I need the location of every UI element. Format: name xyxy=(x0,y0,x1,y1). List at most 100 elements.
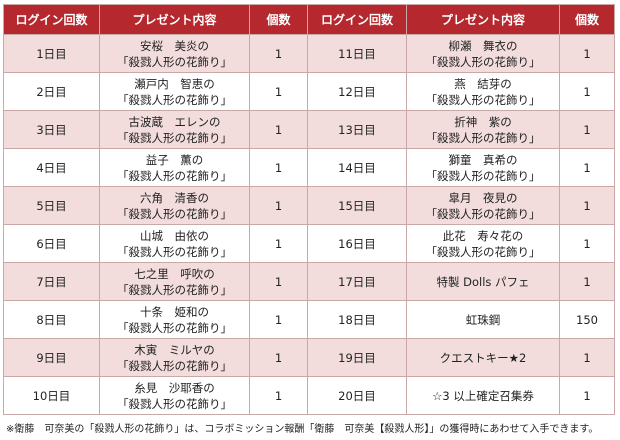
gift-cell-text: 「殺戮人形の花飾り」 xyxy=(117,320,232,335)
day-cell: 6日目 xyxy=(3,224,100,263)
gift-cell-text: 特製 Dolls パフェ xyxy=(436,274,530,289)
gift-cell-text: 六角 清香の xyxy=(140,190,209,205)
gift-cell-text: 「殺戮人形の花飾り」 xyxy=(117,206,232,221)
gift-cell-text: 柳瀬 舞衣の xyxy=(448,38,518,53)
quantity-cell: 1 xyxy=(559,72,615,111)
gift-cell: 六角 清香の 「殺戮人形の花飾り」 xyxy=(99,186,250,225)
quantity-cell-text: 1 xyxy=(274,236,283,251)
quantity-cell-text: 1 xyxy=(274,160,283,175)
gift-cell-text: 折神 紫の xyxy=(454,114,512,129)
gift-cell: 獅童 真希の 「殺戮人形の花飾り」 xyxy=(406,148,560,187)
gift-cell-text: 燕 結芽の xyxy=(454,76,512,91)
day-cell-text: 12日目 xyxy=(338,84,376,99)
quantity-cell-text: 1 xyxy=(274,274,283,289)
gift-cell-text: 「殺戮人形の花飾り」 xyxy=(117,244,232,259)
footnote: ※衛藤 可奈美の「殺戮人形の花飾り」は、コラボミッション報酬「衛藤 可奈美【殺戮… xyxy=(6,424,599,435)
quantity-cell: 1 xyxy=(559,262,615,301)
day-cell: 10日目 xyxy=(3,376,100,415)
quantity-cell-text: 1 xyxy=(274,350,283,365)
gift-cell: 虹珠鋼 xyxy=(406,300,560,339)
quantity-cell-text: 1 xyxy=(583,350,591,365)
gift-cell-text: 糸見 沙耶香の xyxy=(134,380,215,395)
day-cell: 3日目 xyxy=(3,110,100,149)
quantity-cell: 1 xyxy=(249,338,308,377)
header-gift: プレゼント内容 xyxy=(99,4,250,35)
day-cell: 7日目 xyxy=(3,262,100,301)
gift-cell: 瀬戸内 智恵の 「殺戮人形の花飾り」 xyxy=(99,72,250,111)
gift-cell: クエストキー★2 xyxy=(406,338,560,377)
quantity-cell: 1 xyxy=(559,34,615,73)
gift-cell-text: 七之里 呼吹の xyxy=(134,266,215,281)
table-row: 3日目 古波蔵 エレンの 「殺戮人形の花飾り」 1 13日目 折神 紫の 「殺戮人形の花飾り… xyxy=(3,110,615,149)
table-row: 5日目 六角 清香の 「殺戮人形の花飾り」 1 15日目 皐月 夜見の 「殺戮人形の花飾り」… xyxy=(3,186,615,225)
quantity-cell: 1 xyxy=(249,110,308,149)
day-cell: 17日目 xyxy=(307,262,407,301)
day-cell-text: 15日目 xyxy=(338,198,376,213)
gift-cell-text: 益子 薫の xyxy=(145,152,204,167)
gift-cell: 此花 寿々花の 「殺戮人形の花飾り」 xyxy=(406,224,560,263)
header-login-count: ログイン回数 xyxy=(307,4,407,35)
gift-cell-text: クエストキー★2 xyxy=(439,350,527,365)
gift-cell-text: 「殺戮人形の花飾り」 xyxy=(117,130,232,145)
quantity-cell: 150 xyxy=(559,300,615,339)
quantity-cell: 1 xyxy=(559,224,615,263)
gift-cell-text: 「殺戮人形の花飾り」 xyxy=(425,206,541,221)
header-gift: プレゼント内容 xyxy=(406,4,560,35)
table-row: 7日目 七之里 呼吹の 「殺戮人形の花飾り」 1 17日目 特製 Dolls パフェ 1 xyxy=(3,262,615,301)
quantity-cell: 1 xyxy=(559,110,615,149)
table-row: 10日目 糸見 沙耶香の 「殺戮人形の花飾り」 1 20日目 ☆3 以上確定召集券 1 xyxy=(3,376,615,415)
day-cell: 1日目 xyxy=(3,34,100,73)
quantity-cell-text: 1 xyxy=(274,46,283,61)
quantity-cell-text: 1 xyxy=(274,312,283,327)
day-cell-text: 1日目 xyxy=(36,46,67,61)
quantity-cell-text: 1 xyxy=(583,236,591,251)
quantity-cell: 1 xyxy=(559,186,615,225)
day-cell-text: 19日目 xyxy=(338,350,376,365)
day-cell: 8日目 xyxy=(3,300,100,339)
day-cell: 9日目 xyxy=(3,338,100,377)
gift-cell-text: 古波蔵 エレンの xyxy=(128,114,221,129)
quantity-cell: 1 xyxy=(249,300,308,339)
quantity-cell-text: 1 xyxy=(274,198,283,213)
gift-cell-text: 虹珠鋼 xyxy=(465,312,501,327)
gift-cell-text: 「殺戮人形の花飾り」 xyxy=(425,244,541,259)
gift-cell-text: 山城 由依の xyxy=(140,228,209,243)
gift-cell: 古波蔵 エレンの 「殺戮人形の花飾り」 xyxy=(99,110,250,149)
header-quantity: 個数 xyxy=(249,4,308,35)
table-row: 8日目 十条 姫和の 「殺戮人形の花飾り」 1 18日目 虹珠鋼 150 xyxy=(3,300,615,339)
gift-cell: 山城 由依の 「殺戮人形の花飾り」 xyxy=(99,224,250,263)
table-row: 1日目 安桜 美炎の 「殺戮人形の花飾り」 1 11日目 柳瀬 舞衣の 「殺戮人形の花飾り」… xyxy=(3,34,615,73)
day-cell-text: 6日目 xyxy=(36,236,67,251)
header-quantity: 個数 xyxy=(559,4,615,35)
quantity-cell: 1 xyxy=(559,376,615,415)
day-cell: 5日目 xyxy=(3,186,100,225)
quantity-cell: 1 xyxy=(249,186,308,225)
day-cell-text: 7日目 xyxy=(36,274,67,289)
day-cell-text: 10日目 xyxy=(32,388,71,403)
gift-cell-text: 皐月 夜見の xyxy=(448,190,518,205)
quantity-cell-text: 1 xyxy=(274,388,283,403)
gift-cell-text: 此花 寿々花の xyxy=(442,228,524,243)
day-cell-text: 14日目 xyxy=(338,160,376,175)
gift-cell-text: 「殺戮人形の花飾り」 xyxy=(117,92,232,107)
gift-cell-text: 「殺戮人形の花飾り」 xyxy=(117,358,232,373)
gift-cell-text: 瀬戸内 智恵の xyxy=(134,76,215,91)
day-cell-text: 17日目 xyxy=(338,274,376,289)
gift-cell: 折神 紫の 「殺戮人形の花飾り」 xyxy=(406,110,560,149)
gift-cell: 糸見 沙耶香の 「殺戮人形の花飾り」 xyxy=(99,376,250,415)
day-cell-text: 20日目 xyxy=(338,388,376,403)
quantity-cell-text: 1 xyxy=(583,84,591,99)
quantity-cell-text: 1 xyxy=(583,160,591,175)
gift-cell: 益子 薫の 「殺戮人形の花飾り」 xyxy=(99,148,250,187)
gift-cell-text: 「殺戮人形の花飾り」 xyxy=(117,168,232,183)
gift-cell-text: 「殺戮人形の花飾り」 xyxy=(425,92,541,107)
day-cell-text: 9日目 xyxy=(36,350,67,365)
gift-cell-text: 「殺戮人形の花飾り」 xyxy=(425,54,541,69)
day-cell-text: 11日目 xyxy=(338,46,376,61)
day-cell: 11日目 xyxy=(307,34,407,73)
quantity-cell-text: 1 xyxy=(583,388,591,403)
day-cell-text: 3日目 xyxy=(36,122,67,137)
day-cell: 19日目 xyxy=(307,338,407,377)
day-cell: 16日目 xyxy=(307,224,407,263)
